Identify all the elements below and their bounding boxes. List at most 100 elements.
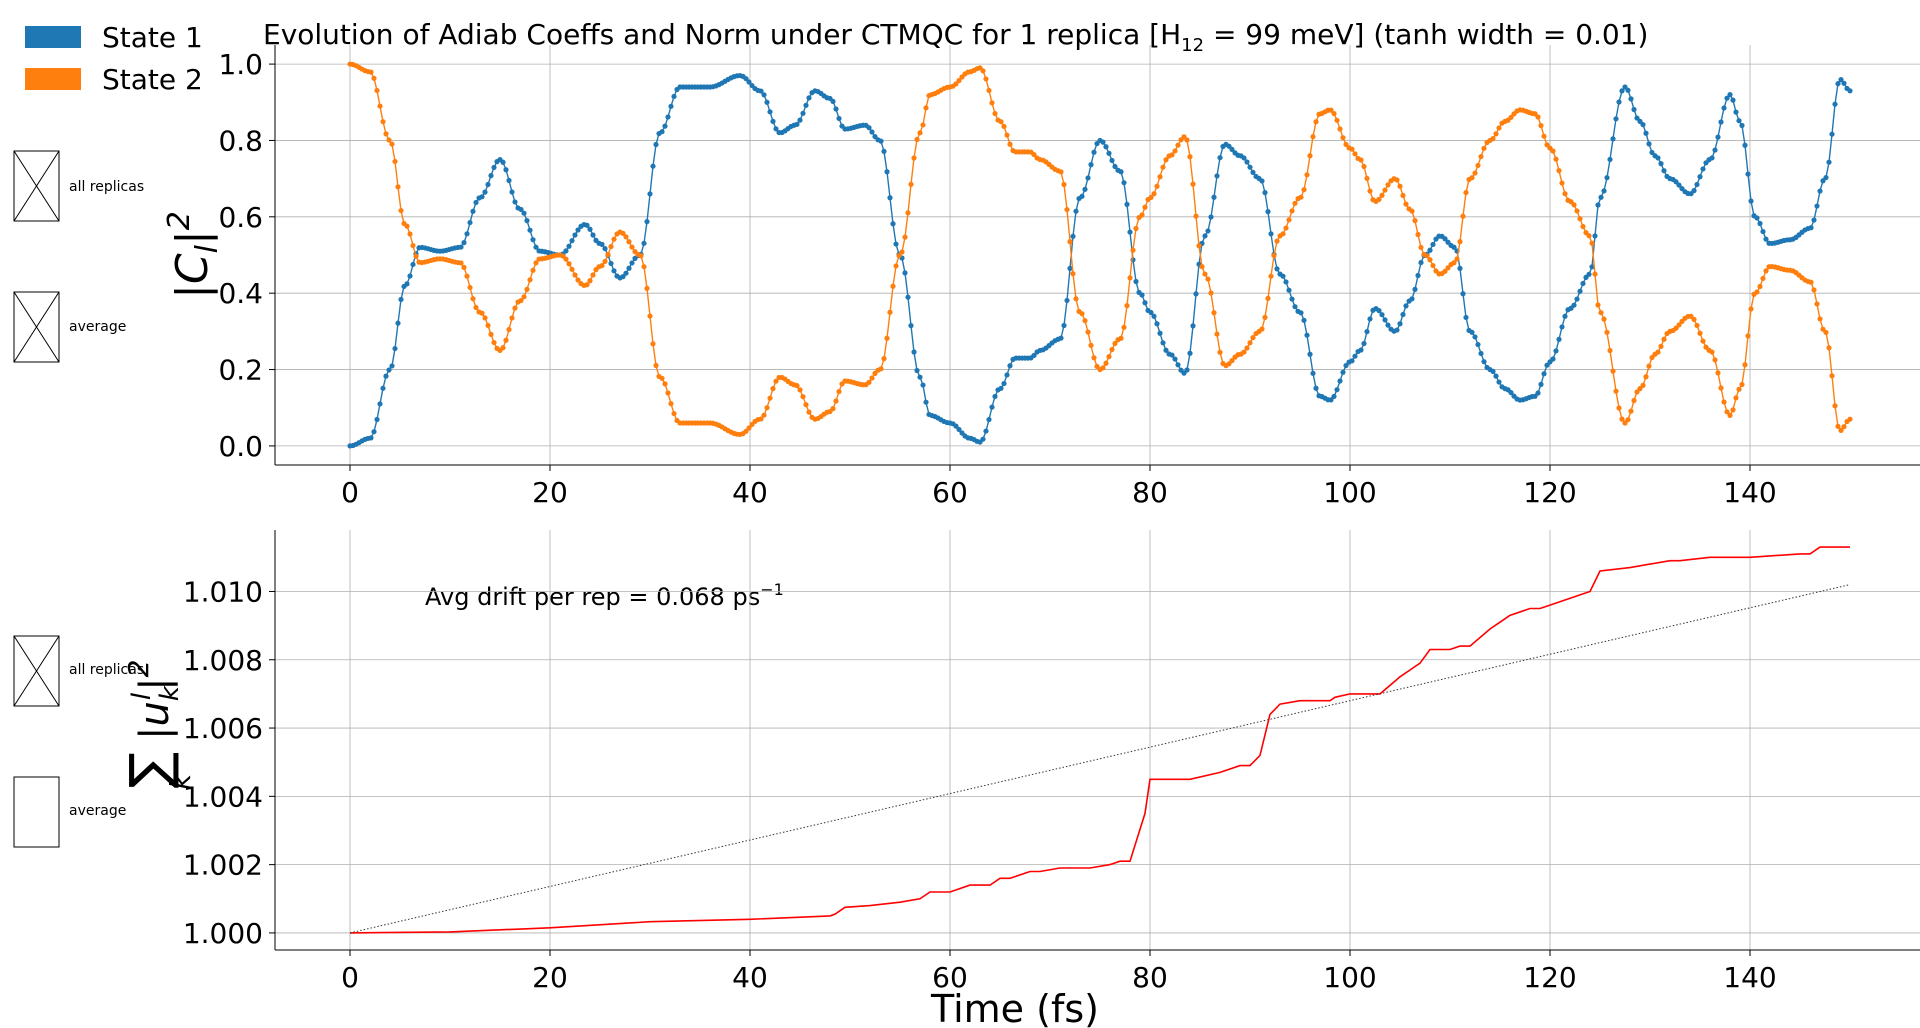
series-2-segment [652, 343, 657, 366]
series-1-point [509, 189, 515, 195]
series-2-segment [1594, 274, 1599, 306]
series-2-segment [1591, 243, 1596, 275]
series-2-point [1577, 216, 1583, 222]
series-1-segment [379, 388, 384, 405]
chart-title: Evolution of Adiab Coeffs and Norm under… [263, 18, 1648, 56]
series-2 [347, 61, 1853, 438]
norm-line [349, 546, 1850, 934]
series-2-segment [892, 265, 897, 287]
checkbox-all-replicas-top[interactable] [13, 150, 60, 222]
series-1-segment [1459, 268, 1464, 294]
checkbox-label-average-bottom: average [69, 803, 126, 819]
check-buttons-top[interactable]: all replicas average [13, 150, 144, 363]
series-2-segment [1606, 332, 1611, 351]
series-2-segment [1123, 305, 1128, 328]
series-2-point [1367, 188, 1373, 194]
checkbox-label-all-replicas-top: all replicas [69, 179, 144, 195]
series-1-point [1259, 178, 1265, 184]
series-1-segment [1591, 235, 1596, 267]
xtick-label-2: 40 [732, 961, 768, 994]
series-1-segment [1267, 211, 1272, 234]
series-2-point [1550, 148, 1556, 154]
series-2-segment [1063, 184, 1068, 210]
svg-text:∑: ∑ [118, 752, 181, 788]
series-2-segment [1126, 277, 1131, 306]
series-2-point [1364, 175, 1370, 181]
series-2-point [1574, 208, 1580, 214]
series-2-segment [379, 105, 384, 122]
series-1-segment [1606, 159, 1611, 178]
series-2-segment [1456, 241, 1461, 260]
series-1-segment [397, 299, 402, 324]
series-1-segment [1825, 162, 1830, 178]
series-2-segment [1129, 250, 1134, 278]
checkbox-label-all-replicas-bottom: all replicas [69, 662, 144, 678]
series-2-point [398, 207, 404, 214]
ytick-label-1: 1.002 [183, 849, 263, 882]
checkbox-average-bottom[interactable] [13, 776, 60, 848]
series-2-segment [1072, 273, 1077, 299]
series-1-segment [1612, 118, 1617, 139]
series-2-point [395, 184, 401, 190]
series-2-point [1397, 183, 1403, 189]
series-1-segment [913, 351, 918, 371]
series-1-segment [652, 144, 657, 167]
series-2-segment [1189, 156, 1194, 185]
series-1-segment [883, 151, 888, 172]
series-2-point [1193, 213, 1199, 219]
series-1-segment [391, 348, 396, 367]
xtick-label-3: 60 [932, 476, 968, 509]
series-1-point [884, 169, 890, 175]
series-1-point [1265, 209, 1271, 215]
series-1-point [887, 195, 893, 201]
series-1-point [506, 177, 512, 184]
series-2-segment [904, 212, 909, 238]
series-2-segment [907, 184, 912, 213]
series-2-point [383, 131, 389, 137]
series-2-point [1412, 218, 1418, 224]
bottom-xlabel: Time (fs) [930, 987, 1099, 1028]
series-2-segment [1267, 276, 1272, 299]
ytick-label-5: 1.010 [183, 575, 263, 608]
series-1-segment [1132, 259, 1137, 282]
series-1-segment [643, 221, 648, 244]
xtick-label-0: 0 [341, 961, 359, 994]
ytick-label-4: 1.008 [183, 644, 263, 677]
series-1-segment [1744, 145, 1749, 175]
ytick-label-3: 0.6 [218, 201, 263, 234]
series-2-point [1553, 156, 1559, 162]
series-1-segment [1192, 293, 1197, 326]
series-2-point [392, 158, 398, 165]
legend: State 1 State 2 [25, 21, 203, 96]
xtick-label-5: 100 [1323, 476, 1376, 509]
series-1-point [1106, 150, 1112, 156]
series-1-segment [1210, 197, 1215, 218]
xtick-label-7: 140 [1723, 476, 1776, 509]
series-1-point [1655, 155, 1661, 161]
series-1-point [1124, 201, 1130, 207]
series-2-point [1061, 181, 1067, 188]
series-1-segment [1309, 354, 1314, 374]
checkbox-average-top[interactable] [13, 291, 60, 363]
series-2-segment [1744, 335, 1749, 365]
legend-patch-state-2 [25, 68, 81, 90]
series-1-segment [1186, 353, 1191, 371]
series-2-point [1358, 157, 1364, 163]
top-plot: 0 20 40 60 80 100 120 140 0.0 0.2 0.4 0.6 0.8 1.0 [218, 45, 1920, 509]
checkbox-all-replicas-bottom[interactable] [13, 635, 60, 707]
series-2-point [1067, 239, 1073, 245]
series-1-segment [1126, 204, 1131, 233]
series-2-segment [1195, 216, 1200, 246]
series-1-segment [1270, 233, 1275, 255]
series-2-segment [1309, 136, 1314, 156]
series-2-point [410, 242, 416, 249]
series-1-segment [1834, 83, 1839, 105]
legend-patch-state-1 [25, 26, 81, 48]
series-2-point [1007, 141, 1013, 147]
check-buttons-bottom[interactable]: all replicas average [13, 635, 144, 848]
series-1-segment [1462, 293, 1467, 318]
ytick-label-1: 0.2 [218, 354, 263, 387]
legend-label-state-2: State 2 [102, 63, 203, 96]
ytick-label-2: 0.4 [218, 277, 263, 310]
series-1-segment [907, 297, 912, 326]
